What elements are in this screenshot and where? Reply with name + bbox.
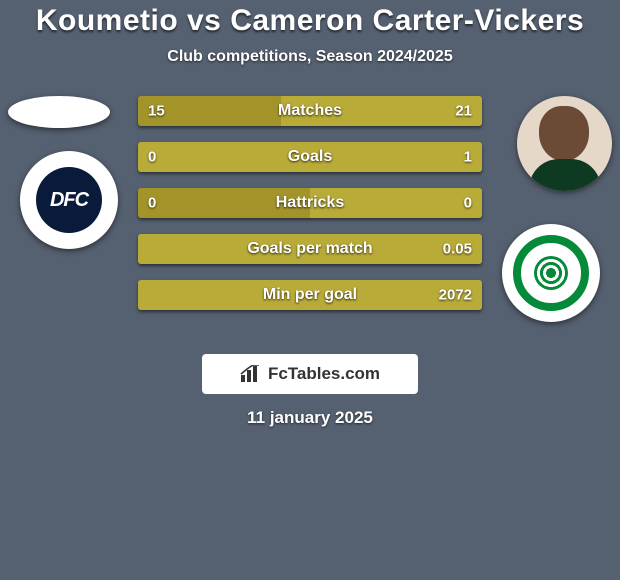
footer-date: 11 january 2025 — [0, 408, 620, 428]
metric-right-value: 2072 — [439, 287, 472, 304]
comparison-infographic: Koumetio vs Cameron Carter-Vickers Club … — [0, 0, 620, 580]
metric-row: 15 21 Matches — [138, 96, 482, 126]
footer-logo: FcTables.com — [202, 354, 418, 394]
metric-label: Min per goal — [263, 286, 357, 304]
metric-left-value: 15 — [148, 103, 165, 120]
metric-row: 0.05 Goals per match — [138, 234, 482, 264]
metric-label: Hattricks — [276, 194, 344, 212]
celtic-badge-icon — [513, 235, 589, 311]
metric-right-value: 21 — [455, 103, 472, 120]
metric-row: 0 1 Goals — [138, 142, 482, 172]
compare-area: DFC 15 21 Matches 0 1 Goals 0 0 Hattricks 0.05 Goa… — [0, 96, 620, 336]
metric-right-value: 0.05 — [443, 241, 472, 258]
left-club-badge-text: DFC — [36, 167, 102, 233]
metric-right-value: 1 — [464, 149, 472, 166]
right-player-avatar — [517, 96, 612, 191]
metric-label: Matches — [278, 102, 342, 120]
metric-row: 2072 Min per goal — [138, 280, 482, 310]
bar-chart-icon — [240, 365, 262, 383]
footer-logo-text: FcTables.com — [268, 364, 380, 384]
right-club-badge — [502, 224, 600, 322]
metric-left-value: 0 — [148, 149, 156, 166]
metric-right-value: 0 — [464, 195, 472, 212]
page-title: Koumetio vs Cameron Carter-Vickers — [0, 0, 620, 38]
left-club-badge: DFC — [20, 151, 118, 249]
metric-label: Goals — [288, 148, 332, 166]
metric-label: Goals per match — [247, 240, 372, 258]
left-player-avatar — [8, 96, 110, 128]
metric-row: 0 0 Hattricks — [138, 188, 482, 218]
metric-bars: 15 21 Matches 0 1 Goals 0 0 Hattricks 0.05 Goals p… — [138, 96, 482, 326]
metric-left-value: 0 — [148, 195, 156, 212]
page-subtitle: Club competitions, Season 2024/2025 — [0, 48, 620, 66]
